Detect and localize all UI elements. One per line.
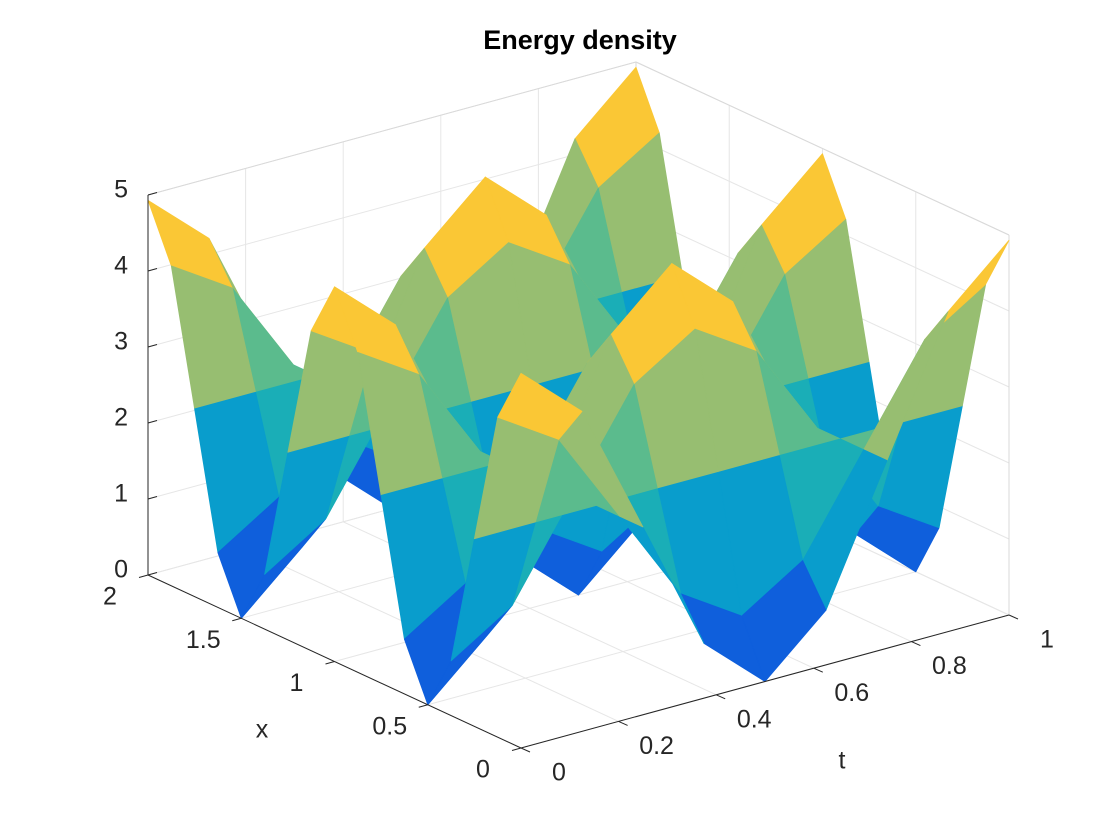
x-tick [418, 704, 428, 708]
t-tick [911, 641, 921, 647]
t-tick [618, 720, 628, 726]
z-tick [147, 420, 158, 424]
t-tick-label: 0 [552, 759, 566, 787]
t-tick [1008, 614, 1019, 620]
surface-patch [497, 372, 583, 440]
t-tick-label: 1 [1040, 626, 1054, 654]
z-tick-label: 0 [114, 556, 128, 584]
t-axis [520, 614, 1010, 749]
z-tick-label: 4 [114, 252, 128, 280]
z-tick [147, 268, 158, 272]
t-tick [715, 694, 726, 700]
z-tick-label: 5 [114, 176, 128, 204]
x-tick-label: 0.5 [372, 712, 407, 740]
z-tick [147, 344, 158, 348]
z-tick [147, 572, 158, 576]
x-axis-label: x [256, 716, 269, 744]
z-tick-label: 3 [114, 328, 128, 356]
t-tick-label: 0.6 [834, 679, 869, 707]
t-tick [520, 747, 531, 753]
t-tick-label: 0.2 [639, 732, 674, 760]
x-tick [325, 661, 335, 665]
z-tick-label: 1 [114, 480, 128, 508]
t-tick-label: 0.8 [932, 652, 967, 680]
surface [147, 66, 1010, 706]
chart-title: Energy density [483, 25, 677, 55]
t-tick-label: 0.4 [737, 705, 772, 733]
surface-patch [170, 265, 257, 410]
x-tick-label: 2 [103, 583, 117, 611]
box-edge [147, 61, 637, 196]
grid-line [427, 571, 916, 706]
grid-line [147, 137, 637, 272]
x-tick-label: 0 [476, 756, 490, 784]
x-tick-label: 1.5 [186, 626, 221, 654]
surface-patch [901, 283, 987, 423]
x-tick [232, 617, 242, 622]
z-tick [147, 496, 158, 500]
box-edge [635, 61, 1010, 236]
x-tick [138, 574, 149, 578]
z-tick [147, 192, 158, 196]
x-tick [511, 747, 522, 751]
t-axis-label: t [839, 747, 846, 775]
x-tick-label: 1 [290, 669, 304, 697]
t-tick [813, 667, 824, 673]
z-tick-label: 2 [114, 404, 128, 432]
